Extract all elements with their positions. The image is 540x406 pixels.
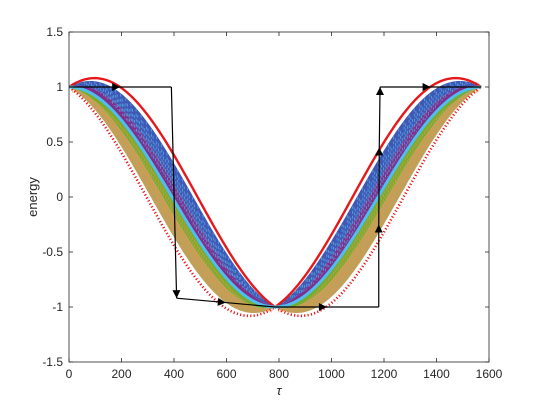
y-tick-label: 0 xyxy=(56,190,63,204)
lower-hatch xyxy=(71,88,479,313)
arrow-head xyxy=(374,224,383,233)
y-tick-label: 1.5 xyxy=(46,25,63,39)
x-tick-label: 800 xyxy=(269,367,289,381)
x-tick-label: 1200 xyxy=(371,367,398,381)
arrow-segment xyxy=(378,86,381,148)
y-tick-label: -0.5 xyxy=(42,245,63,259)
x-tick-label: 600 xyxy=(216,367,236,381)
y-tick-label: 0.5 xyxy=(46,135,63,149)
x-tick-label: 1400 xyxy=(423,367,450,381)
arrow-head xyxy=(375,87,384,96)
arrow-head xyxy=(422,83,431,91)
y-tick-label: 1 xyxy=(56,80,63,94)
y-tick-label: -1 xyxy=(52,300,63,314)
arrow-path xyxy=(69,83,482,311)
arrow-head xyxy=(112,83,121,91)
x-tick-label: 0 xyxy=(66,367,73,381)
arrow-head xyxy=(375,147,384,156)
arrow-segment xyxy=(170,86,178,299)
x-axis-ticks: 0 200 400 600 800 1000 1200 1400 1600 xyxy=(66,32,503,381)
y-tick-label: -1.5 xyxy=(42,355,63,369)
x-axis-label: τ xyxy=(277,383,283,398)
x-tick-label: 400 xyxy=(164,367,184,381)
arrow-head xyxy=(172,290,181,299)
plot-frame xyxy=(68,31,490,363)
y-axis-label: energy xyxy=(25,177,40,217)
arrow-head xyxy=(217,297,226,306)
x-tick-label: 1000 xyxy=(318,367,345,381)
y-axis-ticks: -1.5 -1 -0.5 0 0.5 1 1.5 xyxy=(42,25,489,369)
x-tick-label: 200 xyxy=(111,367,131,381)
envelope-lower-line xyxy=(69,85,482,318)
arrow-head xyxy=(318,303,327,311)
x-tick-label: 1600 xyxy=(476,367,503,381)
arrow-segment xyxy=(378,147,380,225)
